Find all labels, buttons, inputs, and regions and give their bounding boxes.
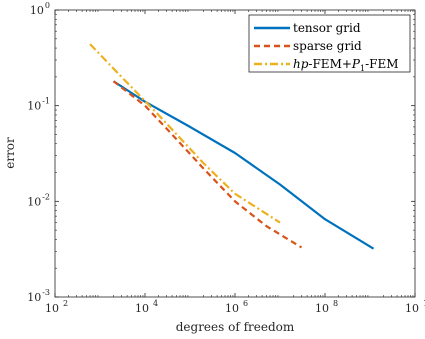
series-layer: [89, 43, 375, 250]
x-tick-exponent: 8: [333, 299, 338, 308]
legend-hp-fem-part-2: P: [351, 57, 361, 71]
x-tick-label: 10: [315, 302, 329, 315]
series-line-0: [112, 80, 375, 250]
x-tick-exponent: 10: [423, 299, 425, 308]
y-tick-exponent: -2: [42, 192, 50, 201]
y-tick-exponent: -1: [42, 97, 50, 106]
y-tick-exponent: -3: [42, 288, 50, 297]
y-tick-label: 10: [27, 291, 41, 304]
x-tick-exponent: 4: [153, 299, 158, 308]
y-axis-label: error: [3, 137, 17, 169]
legend-hp-fem-part-0: hp: [293, 57, 309, 71]
x-tick-label: 10: [405, 302, 419, 315]
legend-label-sparse-grid: sparse grid: [293, 39, 362, 53]
x-tick-exponent: 2: [63, 299, 68, 308]
series-line-1: [112, 80, 303, 249]
legend-hp-fem-part-4: -FEM: [365, 57, 398, 71]
legend-box: [248, 14, 411, 73]
y-tick-label: 10: [27, 100, 41, 113]
x-tick-exponent: 6: [243, 299, 248, 308]
y-tick-label: 10: [27, 195, 41, 208]
legend: tensor grid sparse grid hp-FEM+P1-FEM: [248, 14, 411, 73]
x-axis-label: degrees of freedom: [176, 320, 295, 334]
y-tick-exponent: 0: [45, 1, 50, 10]
axis-ticks: 1021041061081010010-110-210-310: [27, 1, 425, 315]
legend-hp-fem-part-1: -FEM+: [308, 57, 351, 71]
y-tick-label: 10: [30, 4, 44, 17]
series-line-2: [89, 43, 281, 224]
legend-label-tensor-grid: tensor grid: [293, 21, 361, 35]
legend-label-hp-fem: hp-FEM+P1-FEM: [293, 57, 399, 73]
x-tick-label: 10: [135, 302, 149, 315]
x-tick-label: 10: [45, 302, 59, 315]
legend-hp-fem-part-3: 1: [360, 64, 365, 73]
x-tick-label: 10: [225, 302, 239, 315]
